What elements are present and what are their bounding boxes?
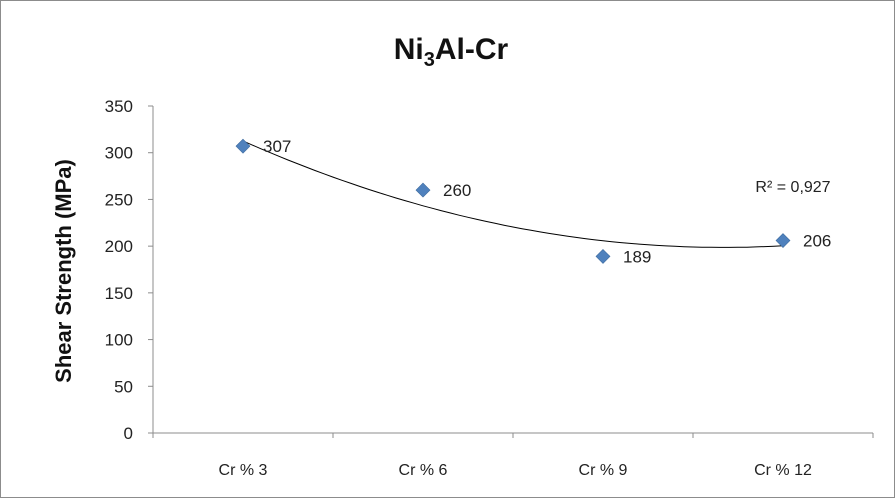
- y-tick-label: 150: [105, 284, 133, 303]
- data-label: 189: [623, 247, 651, 266]
- chart-title-suffix: Al-Cr: [435, 33, 509, 66]
- chart-title-prefix: Ni: [394, 33, 424, 66]
- x-category-label: Cr % 12: [754, 462, 812, 479]
- data-point-marker: [595, 248, 611, 264]
- y-tick-label: 200: [105, 237, 133, 256]
- data-label: 307: [263, 137, 291, 156]
- data-label: 260: [443, 181, 471, 200]
- x-category-label: Cr % 9: [579, 462, 628, 479]
- chart-title: Ni3Al-Cr: [394, 33, 509, 71]
- y-tick-label: 350: [105, 97, 133, 116]
- y-tick-label: 300: [105, 144, 133, 163]
- data-point-marker: [415, 182, 431, 198]
- chart-title-subscript: 3: [424, 49, 435, 71]
- y-tick-label: 250: [105, 190, 133, 209]
- x-category-label: Cr % 3: [219, 462, 268, 479]
- y-axis-label: Shear Strength (MPa): [51, 159, 76, 383]
- y-tick-label: 50: [114, 377, 133, 396]
- y-tick-label: 0: [124, 424, 133, 443]
- trendline: [242, 140, 784, 248]
- plot-layer: 0 50 100 150 200 250 300 350 Cr % 3 Cr % 6 Cr % 9 C…: [105, 97, 874, 479]
- r-squared-label: R² = 0,927: [755, 179, 830, 196]
- data-point-marker: [235, 138, 251, 154]
- data-label: 206: [803, 232, 831, 251]
- x-category-label: Cr % 6: [399, 462, 448, 479]
- y-tick-label: 100: [105, 331, 133, 350]
- data-point-marker: [775, 233, 791, 248]
